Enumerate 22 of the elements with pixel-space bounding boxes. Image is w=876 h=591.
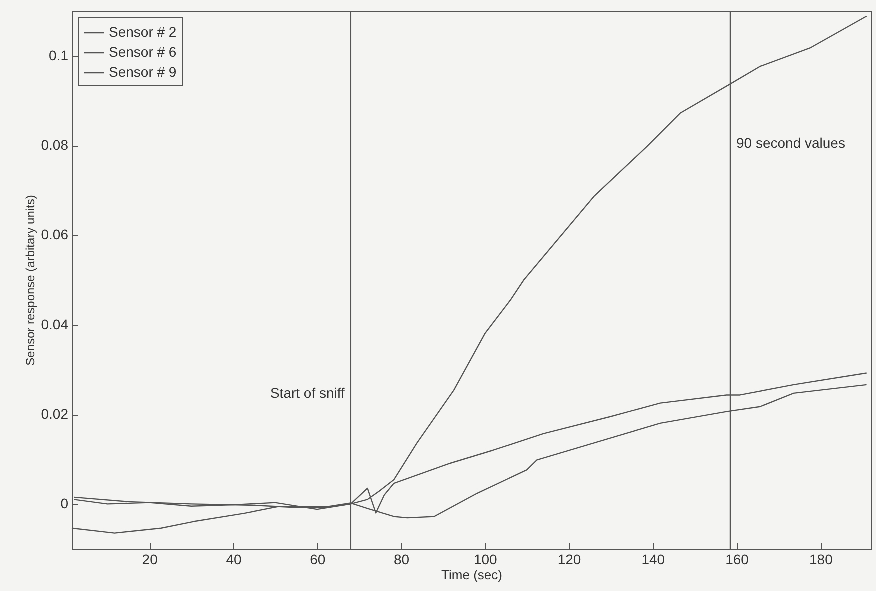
x-tick-label: 60	[310, 552, 326, 568]
y-axis-title: Sensor response (arbitary units)	[23, 195, 38, 366]
legend-label: Sensor # 9	[109, 64, 177, 80]
x-axis-title: Time (sec)	[442, 568, 502, 582]
y-tick-label: 0	[60, 496, 69, 512]
ref-line-label: Start of sniff	[270, 385, 346, 401]
y-tick-label: 0.04	[41, 316, 69, 332]
y-tick-label: 0.08	[41, 137, 69, 153]
y-tick-label: 0.02	[41, 406, 69, 422]
x-tick-label: 80	[394, 552, 410, 568]
x-tick-label: 100	[474, 552, 498, 568]
ref-line-label: 90 second values	[736, 135, 846, 151]
x-tick-label: 140	[642, 552, 666, 568]
legend-label: Sensor # 6	[109, 44, 177, 60]
x-tick-label: 20	[142, 552, 158, 568]
x-tick-label: 180	[809, 552, 834, 568]
y-tick-label: 0.06	[41, 226, 69, 243]
y-tick-label: 0.1	[49, 47, 69, 64]
x-tick-label: 120	[558, 552, 582, 568]
x-tick-label: 160	[726, 552, 750, 568]
legend-label: Sensor # 2	[109, 24, 177, 40]
x-tick-label: 40	[226, 552, 242, 568]
